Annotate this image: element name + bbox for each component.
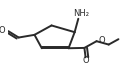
Text: O: O [0, 26, 6, 35]
Text: NH₂: NH₂ [73, 9, 89, 18]
Text: O: O [99, 36, 106, 45]
Text: O: O [82, 56, 89, 65]
